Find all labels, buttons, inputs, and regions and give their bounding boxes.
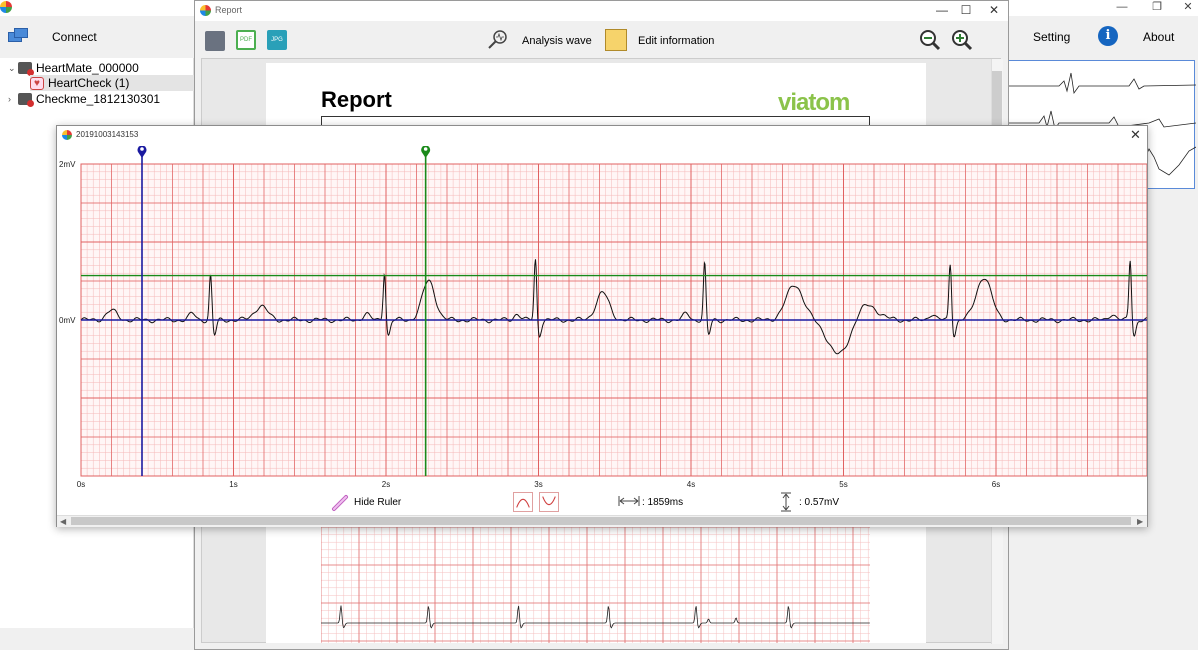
device-icon [18, 93, 34, 107]
dialog-title: 20191003143153 [76, 130, 139, 139]
x-tick-label: 6s [992, 480, 1000, 489]
report-ecg-strip [321, 527, 870, 643]
x-tick-label: 5s [839, 480, 847, 489]
close-button[interactable]: ✕ [1183, 1, 1193, 13]
info-icon[interactable]: i [1098, 26, 1118, 46]
scroll-left-icon[interactable]: ◀ [60, 517, 67, 526]
edit-information-button[interactable]: Edit information [638, 35, 715, 47]
tree-item-checkme[interactable]: › Checkme_1812130301 [8, 91, 160, 107]
x-tick-label: 0s [77, 480, 85, 489]
maximize-button[interactable]: ❐ [1152, 1, 1162, 13]
pdf-export-icon[interactable]: PDF [236, 30, 256, 50]
scroll-right-icon[interactable]: ▶ [1137, 517, 1144, 526]
blue-ruler-handle-icon[interactable] [137, 146, 147, 158]
device-icon [18, 62, 34, 76]
report-close-button[interactable]: ✕ [988, 3, 1000, 17]
report-titlebar [195, 1, 1008, 21]
tree-item-label: Checkme_1812130301 [36, 92, 161, 106]
setting-button[interactable]: Setting [1033, 30, 1071, 44]
zoom-out-icon[interactable] [919, 29, 941, 51]
dialog-scroll-thumb[interactable] [71, 517, 1131, 525]
tree-item-label: HeartMate_000000 [36, 61, 139, 75]
x-tick-label: 2s [382, 480, 390, 489]
hide-ruler-button[interactable]: Hide Ruler [354, 497, 402, 508]
printer-icon[interactable] [205, 31, 225, 51]
report-window-title: Report [215, 5, 243, 15]
tree-item-heartcheck[interactable]: ♥ HeartCheck (1) [30, 75, 194, 91]
app-logo-icon [200, 5, 211, 16]
ecg-trace [80, 259, 1147, 355]
report-heading: Report [321, 87, 392, 112]
magnifier-wave-icon[interactable] [487, 29, 509, 51]
app-logo-icon [0, 1, 12, 13]
y-tick-label: 0mV [59, 316, 76, 325]
computer-connect-icon [8, 28, 30, 46]
wave-valley-icon[interactable] [539, 492, 559, 512]
analysis-wave-dialog: 20191003143153 ✕ 2mV 0mV 0s 1s 2s 3s 4s 5s 6s Hi… [56, 125, 1148, 527]
green-ruler-handle-icon[interactable] [421, 146, 431, 158]
about-button[interactable]: About [1143, 30, 1175, 44]
voltage-interval-icon [781, 492, 791, 512]
voltage-measurement: : 0.57mV [799, 497, 840, 508]
app-logo-icon [62, 130, 72, 140]
jpg-export-icon[interactable]: JPG [267, 30, 287, 50]
y-tick-label: 2mV [59, 160, 76, 169]
report-maximize-button[interactable]: ☐ [960, 3, 972, 17]
report-info-table [321, 116, 870, 128]
tree-item-heartmate[interactable]: ⌄ HeartMate_000000 [8, 60, 139, 76]
report-scroll-thumb[interactable] [992, 71, 1002, 131]
x-tick-label: 1s [229, 480, 237, 489]
minimize-button[interactable]: — [1116, 1, 1128, 13]
analysis-wave-button[interactable]: Analysis wave [522, 35, 592, 47]
x-tick-label: 3s [534, 480, 542, 489]
wave-peak-icon[interactable] [513, 492, 533, 512]
time-interval-icon [618, 496, 640, 506]
connect-button[interactable]: Connect [4, 20, 194, 54]
tree-item-label: HeartCheck (1) [48, 76, 130, 90]
ruler-icon[interactable] [331, 494, 349, 512]
edit-information-icon[interactable] [605, 29, 627, 51]
chevron-right-icon[interactable]: › [8, 94, 11, 104]
report-minimize-button[interactable]: — [936, 3, 948, 17]
ecg-chart[interactable]: 2mV 0mV 0s 1s 2s 3s 4s 5s 6s [57, 146, 1147, 494]
brand-logo: viatom [778, 89, 850, 116]
heart-icon: ♥ [30, 76, 44, 90]
chevron-down-icon[interactable]: ⌄ [8, 62, 16, 73]
x-tick-label: 4s [687, 480, 695, 489]
dialog-close-button[interactable]: ✕ [1130, 127, 1141, 142]
connect-label: Connect [52, 30, 97, 44]
zoom-in-icon[interactable] [951, 29, 973, 51]
report-toolbar [195, 21, 1008, 59]
time-measurement: : 1859ms [642, 497, 684, 508]
